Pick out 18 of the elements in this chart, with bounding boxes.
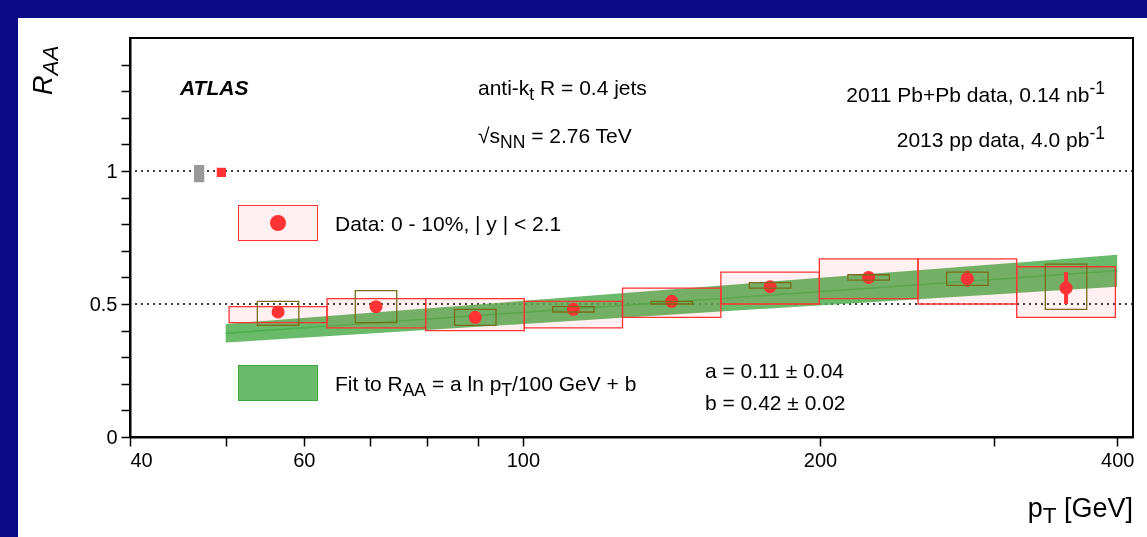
x-tick-label: 100 [506,448,541,471]
x-tick-label: 60 [293,448,316,471]
annotation: ATLAS [180,76,249,99]
x-tick-label: 400 [1101,448,1135,471]
legend-label: Data: 0 - 10%, | y | < 2.1 [335,212,562,235]
y-tick-label: 1 [106,159,118,182]
y-tick-label: 0.5 [89,292,118,315]
x-tick-label: 200 [803,448,838,471]
annotation: anti-k$_{t}$ R = 0.4 jets [478,76,647,105]
annotation: b = 0.42 ± 0.02 [705,391,846,414]
y-tick-label: 0 [106,425,118,448]
x-tick-label: 40 [130,448,153,471]
annotation: √s$_{NN}$ = 2.76 TeV [478,124,632,153]
annotation: a = 0.11 ± 0.04 [705,359,844,382]
x-axis-title: p$_{T}$ [GeV] [1027,493,1133,529]
legend-label: Fit to R$_{AA}$ = a ln p$_{T}$/100 GeV + b [335,372,637,401]
annotation: 2013 pp data, 4.0 pb$^{-1}$ [896,123,1105,151]
annotation: 2011 Pb+Pb data, 0.14 nb$^{-1}$ [846,78,1105,106]
